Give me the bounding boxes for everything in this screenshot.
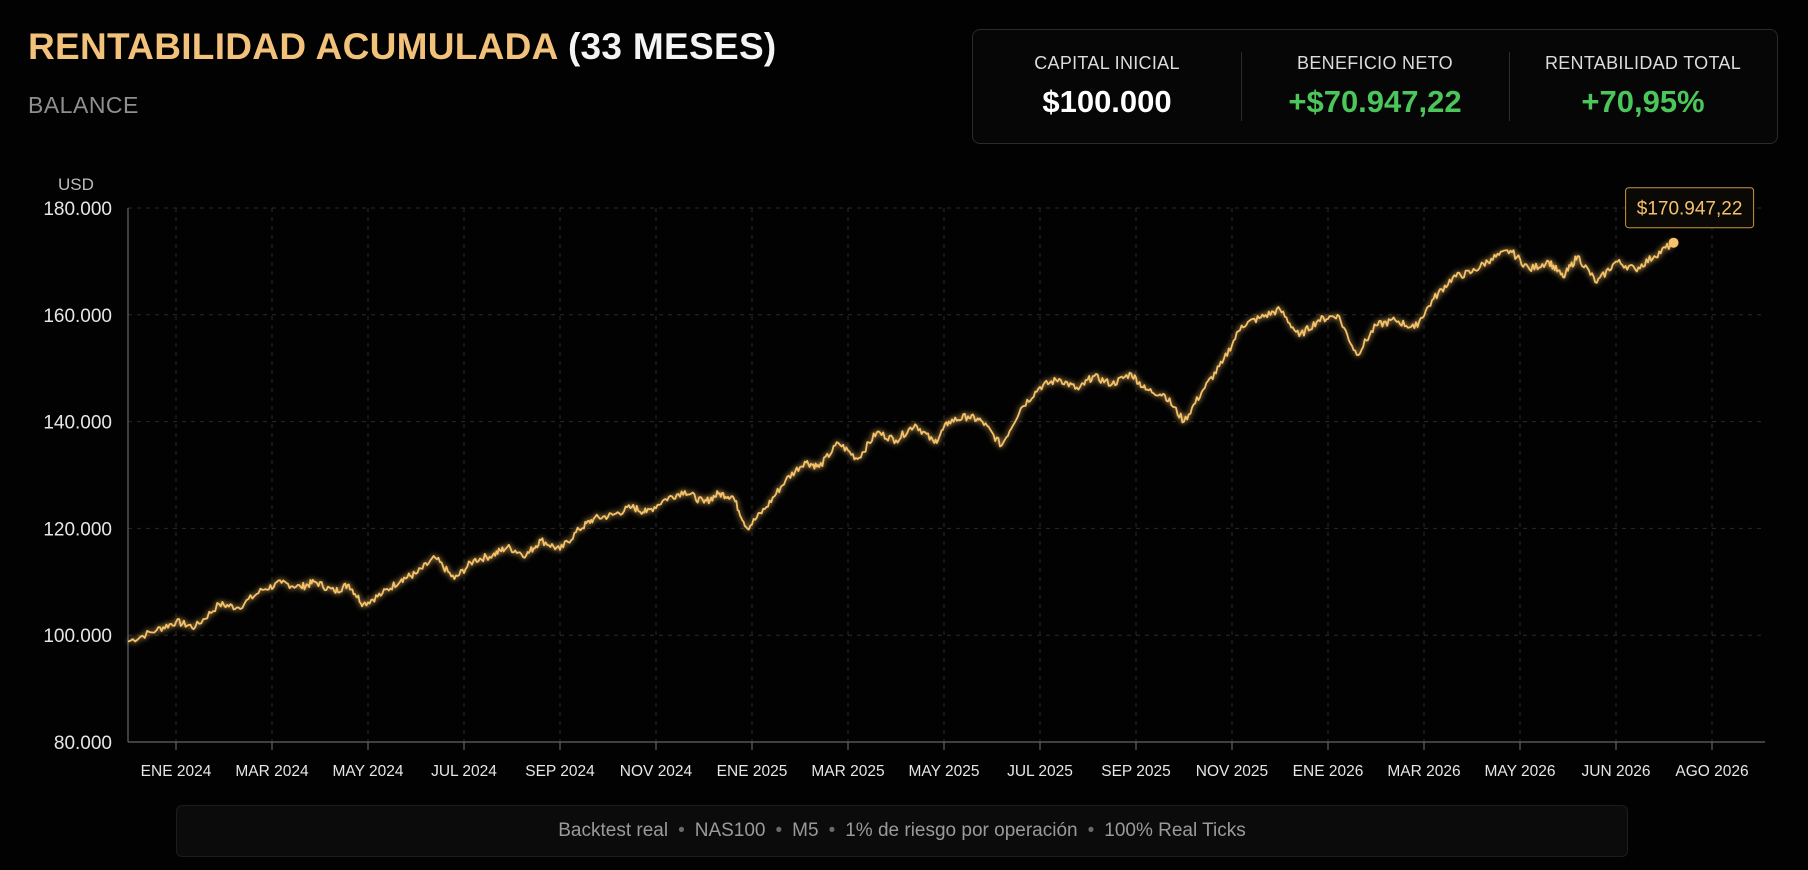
stat-value: +$70.947,22	[1288, 84, 1462, 119]
stat-beneficio-neto: BENEFICIO NETO +$70.947,22	[1241, 30, 1509, 143]
chart-title-accent: RENTABILIDAD ACUMULADA	[28, 26, 558, 67]
chart-subtitle: BALANCE	[28, 92, 139, 118]
footer-item: 1% de riesgo por operación	[845, 820, 1078, 841]
x-tick-label: MAY 2025	[909, 763, 980, 780]
x-tick-label: NOV 2024	[620, 763, 693, 780]
x-tick-label: MAY 2026	[1485, 763, 1556, 780]
y-tick-label: 160.000	[43, 306, 112, 327]
footer-item: NAS100	[694, 820, 766, 841]
footer-notes: Backtest real • NAS100 • M5 • 1% de riesgo por…	[176, 805, 1628, 857]
stat-rentabilidad-total: RENTABILIDAD TOTAL +70,95%	[1509, 30, 1777, 143]
x-tick-label: MAR 2025	[811, 763, 884, 780]
x-tick-label: SEP 2025	[1101, 763, 1171, 780]
last-value-label: $170.947,22	[1637, 199, 1743, 220]
stats-panel: CAPITAL INICIAL $100.000 BENEFICIO NETO …	[972, 29, 1778, 144]
labels-layer: $170.947,22	[1625, 187, 1755, 229]
grid	[128, 207, 1765, 742]
footer-separator: •	[775, 820, 783, 841]
balance-series-line	[127, 240, 1675, 643]
y-tick-label: 100.000	[43, 626, 112, 647]
x-tick-label: SEP 2024	[525, 763, 595, 780]
y-tick-label: 120.000	[43, 519, 112, 540]
stat-value: +70,95%	[1581, 84, 1705, 119]
y-axis-unit-label: USD	[58, 175, 94, 194]
x-tick-label: JUL 2025	[1007, 763, 1073, 780]
footer-separator: •	[678, 820, 685, 841]
axes: 80.000 100.000 120.000 140.000 160.000 180.00…	[43, 175, 1765, 780]
stat-value: $100.000	[1042, 84, 1172, 119]
x-tick-label: JUL 2024	[431, 763, 497, 780]
stat-capital-inicial: CAPITAL INICIAL $100.000	[973, 30, 1241, 143]
footer-separator: •	[1087, 820, 1095, 841]
last-point-marker	[1668, 237, 1679, 248]
x-tick-label: MAR 2024	[235, 763, 309, 780]
y-tick-label: 180.000	[43, 199, 112, 220]
series-layer	[127, 237, 1679, 643]
y-tick-label: 80.000	[54, 733, 112, 754]
footer-item: Backtest real	[558, 820, 669, 841]
stat-label: CAPITAL INICIAL	[1034, 53, 1180, 73]
x-tick-label: NOV 2025	[1196, 763, 1268, 780]
x-tick-label: AGO 2026	[1675, 763, 1748, 780]
stat-label: BENEFICIO NETO	[1297, 53, 1453, 73]
balance-line-chart: 80.000 100.000 120.000 140.000 160.000 180.00…	[43, 175, 1765, 780]
chart-title: RENTABILIDAD ACUMULADA (33 MESES)	[28, 26, 777, 68]
stat-label: RENTABILIDAD TOTAL	[1544, 53, 1742, 73]
x-tick-label: ENE 2024	[141, 763, 212, 780]
footer-separator: •	[828, 820, 836, 841]
x-tick-label: MAR 2026	[1387, 763, 1460, 780]
x-tick-label: ENE 2025	[717, 763, 788, 780]
x-tick-label: ENE 2026	[1293, 763, 1364, 780]
y-tick-label: 140.000	[43, 413, 112, 434]
chart-title-period: (33 MESES)	[567, 26, 777, 67]
x-tick-label: JUN 2026	[1582, 763, 1651, 780]
footer-item: M5	[792, 820, 819, 841]
last-value-box	[1625, 187, 1755, 229]
footer-item: 100% Real Ticks	[1104, 820, 1246, 841]
x-tick-label: MAY 2024	[333, 763, 404, 780]
